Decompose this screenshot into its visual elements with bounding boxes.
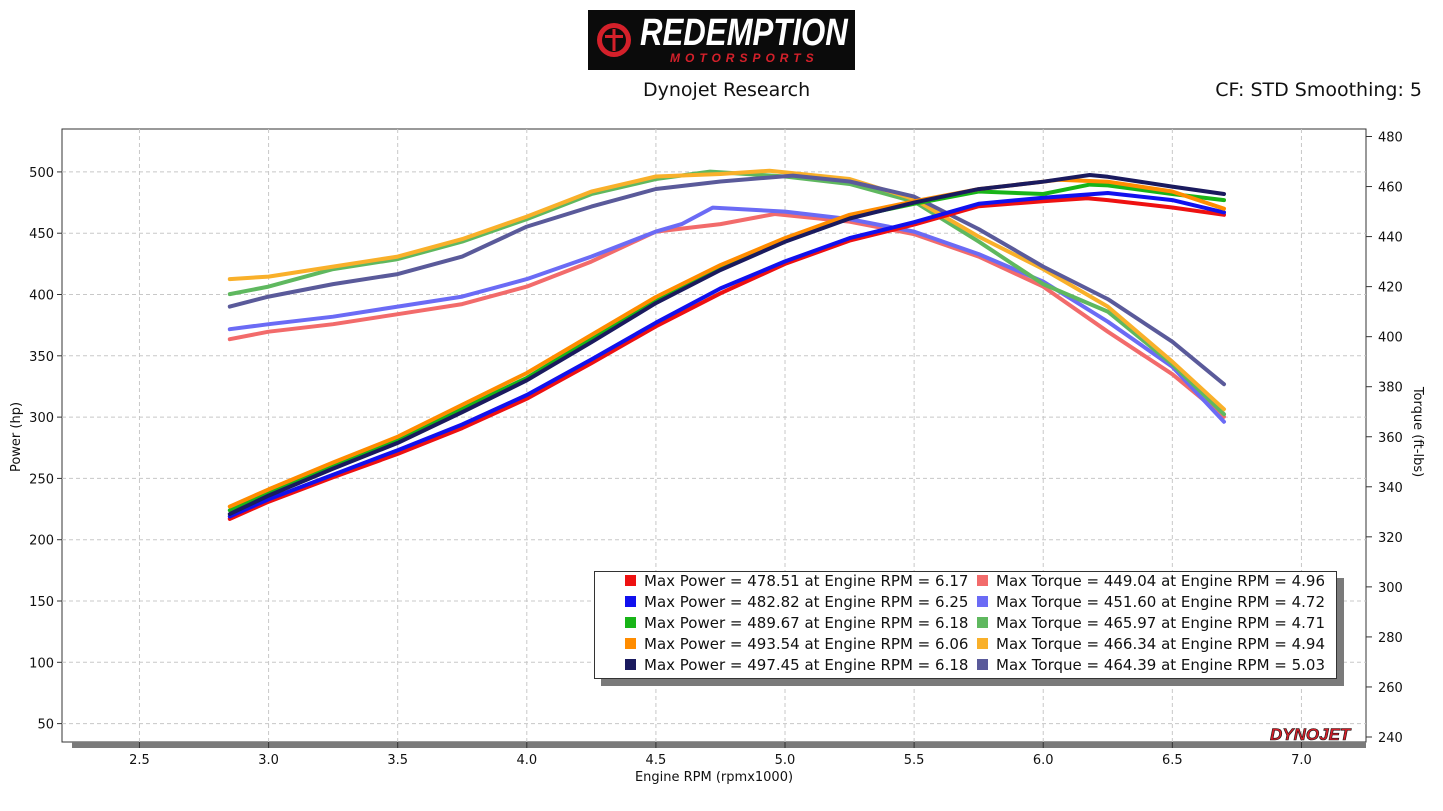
legend-swatch <box>625 575 636 586</box>
power-series-line-2 <box>227 191 1226 519</box>
y2-tick-label: 420 <box>1378 281 1403 296</box>
wrench-cross-icon <box>597 23 631 57</box>
y-tick-label: 200 <box>29 534 54 549</box>
legend-swatch <box>977 659 988 670</box>
x-tick-label: 3.5 <box>387 753 408 768</box>
legend-swatch <box>625 638 636 649</box>
logo-subtitle: MOTORSPORTS <box>670 51 819 65</box>
power-series-line-5 <box>227 173 1226 516</box>
legend-swatch <box>625 596 636 607</box>
torque-series-line-5 <box>227 173 1226 387</box>
legend-item-torque: Max Torque = 466.34 at Engine RPM = 4.94 <box>977 635 1325 656</box>
logo: REDEMPTION MOTORSPORTS <box>588 10 855 70</box>
legend-item-power: Max Power = 482.82 at Engine RPM = 6.25 <box>625 593 968 614</box>
y2-tick-label: 260 <box>1378 681 1403 696</box>
y2-tick-label: 400 <box>1378 331 1403 346</box>
legend-item-torque: Max Torque = 464.39 at Engine RPM = 5.03 <box>977 656 1325 677</box>
legend-swatch <box>977 638 988 649</box>
legend-item-torque: Max Torque = 449.04 at Engine RPM = 4.96 <box>977 572 1325 593</box>
legend-text: Max Torque = 449.04 at Engine RPM = 4.96 <box>996 572 1326 590</box>
y-axis-label: Power (hp) <box>9 402 24 472</box>
x-tick-label: 2.5 <box>129 753 150 768</box>
x-tick-label: 3.0 <box>258 753 279 768</box>
y2-tick-label: 480 <box>1378 131 1403 146</box>
axis-ticks: 2.5 3.0 3.5 4.0 4.5 5.0 5.5 6.0 6.5 7.0 50 100 150 20… <box>29 131 1403 768</box>
y-tick-label: 350 <box>29 350 54 365</box>
x-axis-shadow-bar <box>72 742 1366 748</box>
torque-series-line-4 <box>227 168 1226 412</box>
y2-tick-label: 300 <box>1378 581 1403 596</box>
power-series-line-1 <box>227 196 1226 521</box>
series-lines <box>227 168 1226 521</box>
y-tick-label: 300 <box>29 411 54 426</box>
legend-swatch <box>625 617 636 628</box>
y2-tick-label: 380 <box>1378 381 1403 396</box>
y2-tick-label: 340 <box>1378 481 1403 496</box>
y-tick-label: 450 <box>29 227 54 242</box>
y-tick-label: 50 <box>37 718 54 733</box>
logo-title: REDEMPTION <box>640 12 848 54</box>
legend-text: Max Power = 497.45 at Engine RPM = 6.18 <box>644 656 969 674</box>
torque-series-line-1 <box>227 212 1226 419</box>
legend-text: Max Power = 482.82 at Engine RPM = 6.25 <box>644 593 969 611</box>
legend-item-power: Max Power = 493.54 at Engine RPM = 6.06 <box>625 635 968 656</box>
x-tick-label: 5.0 <box>775 753 796 768</box>
y2-tick-label: 320 <box>1378 531 1403 546</box>
legend-text: Max Torque = 466.34 at Engine RPM = 4.94 <box>996 635 1326 653</box>
legend-swatch <box>977 617 988 628</box>
y-tick-label: 150 <box>29 595 54 610</box>
torque-series-line-3 <box>227 169 1226 417</box>
x-tick-label: 7.0 <box>1291 753 1312 768</box>
legend-text: Max Torque = 451.60 at Engine RPM = 4.72 <box>996 593 1326 611</box>
y2-axis-label: Torque (ft-lbs) <box>1410 386 1425 477</box>
legend-swatch <box>977 596 988 607</box>
x-tick-label: 4.5 <box>646 753 667 768</box>
x-tick-label: 6.5 <box>1162 753 1183 768</box>
x-tick-label: 6.0 <box>1033 753 1054 768</box>
legend-swatch <box>977 575 988 586</box>
legend-item-power: Max Power = 489.67 at Engine RPM = 6.18 <box>625 614 968 635</box>
legend-text: Max Power = 489.67 at Engine RPM = 6.18 <box>644 614 969 632</box>
x-axis-label: Engine RPM (rpmx1000) <box>635 770 793 785</box>
legend-item-torque: Max Torque = 465.97 at Engine RPM = 4.71 <box>977 614 1325 635</box>
y2-tick-label: 280 <box>1378 631 1403 646</box>
y-tick-label: 250 <box>29 472 54 487</box>
dynojet-brand-mark: DYNOJET <box>1270 725 1352 744</box>
correction-factor-label: CF: STD Smoothing: 5 <box>1215 79 1422 101</box>
legend-item-power: Max Power = 478.51 at Engine RPM = 6.17 <box>625 572 968 593</box>
report-title: Dynojet Research <box>643 79 811 101</box>
legend-text: Max Power = 493.54 at Engine RPM = 6.06 <box>644 635 969 653</box>
legend-swatch <box>625 659 636 670</box>
y-tick-label: 400 <box>29 289 54 304</box>
chart-legend: Max Power = 478.51 at Engine RPM = 6.17 M… <box>594 571 1337 679</box>
legend-text: Max Power = 478.51 at Engine RPM = 6.17 <box>644 572 969 590</box>
y2-tick-label: 440 <box>1378 231 1403 246</box>
x-tick-label: 5.5 <box>904 753 925 768</box>
legend-text: Max Torque = 465.97 at Engine RPM = 4.71 <box>996 614 1326 632</box>
y2-tick-label: 460 <box>1378 181 1403 196</box>
legend-item-power: Max Power = 497.45 at Engine RPM = 6.18 <box>625 656 968 677</box>
y-tick-label: 500 <box>29 166 54 181</box>
legend-text: Max Torque = 464.39 at Engine RPM = 5.03 <box>996 656 1326 674</box>
y2-tick-label: 360 <box>1378 431 1403 446</box>
x-tick-label: 4.0 <box>516 753 537 768</box>
y2-tick-label: 240 <box>1378 731 1403 746</box>
legend-item-torque: Max Torque = 451.60 at Engine RPM = 4.72 <box>977 593 1325 614</box>
y-tick-label: 100 <box>29 656 54 671</box>
